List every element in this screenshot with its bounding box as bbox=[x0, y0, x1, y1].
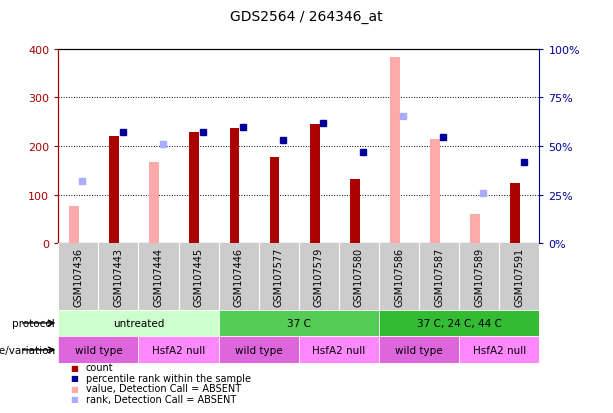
Text: GSM107446: GSM107446 bbox=[234, 247, 244, 306]
Bar bbox=[430, 139, 440, 244]
Bar bbox=[58, 337, 139, 363]
Bar bbox=[379, 337, 459, 363]
Text: GSM107586: GSM107586 bbox=[394, 247, 404, 306]
Bar bbox=[459, 337, 539, 363]
Bar bbox=[139, 337, 219, 363]
Text: GDS2564 / 264346_at: GDS2564 / 264346_at bbox=[230, 10, 383, 24]
Text: HsfA2 null: HsfA2 null bbox=[152, 345, 205, 355]
Bar bbox=[299, 337, 379, 363]
Bar bbox=[310, 125, 319, 244]
Text: GSM107444: GSM107444 bbox=[153, 247, 164, 306]
Bar bbox=[150, 162, 159, 244]
Text: wild type: wild type bbox=[235, 345, 283, 355]
Text: ■: ■ bbox=[70, 363, 78, 372]
Text: protocol: protocol bbox=[12, 318, 55, 328]
Text: GSM107587: GSM107587 bbox=[434, 247, 444, 306]
Text: percentile rank within the sample: percentile rank within the sample bbox=[86, 373, 251, 383]
Text: ■: ■ bbox=[70, 373, 78, 382]
Text: rank, Detection Call = ABSENT: rank, Detection Call = ABSENT bbox=[86, 394, 236, 404]
Bar bbox=[109, 137, 119, 244]
Text: GSM107579: GSM107579 bbox=[314, 247, 324, 306]
Bar bbox=[350, 179, 360, 244]
Text: wild type: wild type bbox=[395, 345, 443, 355]
Bar bbox=[69, 206, 79, 244]
Bar bbox=[219, 337, 299, 363]
Text: ■: ■ bbox=[70, 384, 78, 393]
Bar bbox=[510, 183, 520, 244]
Bar bbox=[270, 157, 280, 244]
Text: GSM107445: GSM107445 bbox=[194, 247, 204, 306]
Bar bbox=[390, 58, 400, 244]
Text: HsfA2 null: HsfA2 null bbox=[312, 345, 365, 355]
Bar bbox=[189, 133, 199, 244]
Bar bbox=[58, 310, 219, 337]
Text: GSM107580: GSM107580 bbox=[354, 247, 364, 306]
Text: GSM107591: GSM107591 bbox=[514, 247, 524, 306]
Text: GSM107577: GSM107577 bbox=[274, 247, 284, 306]
Text: value, Detection Call = ABSENT: value, Detection Call = ABSENT bbox=[86, 383, 241, 393]
Text: count: count bbox=[86, 363, 113, 373]
Text: genotype/variation: genotype/variation bbox=[0, 345, 55, 355]
Text: GSM107443: GSM107443 bbox=[113, 247, 123, 306]
Bar bbox=[229, 129, 240, 244]
Text: ■: ■ bbox=[70, 394, 78, 403]
Text: HsfA2 null: HsfA2 null bbox=[473, 345, 526, 355]
Text: GSM107589: GSM107589 bbox=[474, 247, 484, 306]
Bar bbox=[58, 244, 539, 310]
Bar bbox=[470, 214, 480, 244]
Text: 37 C, 24 C, 44 C: 37 C, 24 C, 44 C bbox=[417, 318, 501, 328]
Text: GSM107436: GSM107436 bbox=[74, 247, 83, 306]
Bar bbox=[219, 310, 379, 337]
Text: 37 C: 37 C bbox=[287, 318, 311, 328]
Text: wild type: wild type bbox=[75, 345, 122, 355]
Text: untreated: untreated bbox=[113, 318, 164, 328]
Bar bbox=[379, 310, 539, 337]
